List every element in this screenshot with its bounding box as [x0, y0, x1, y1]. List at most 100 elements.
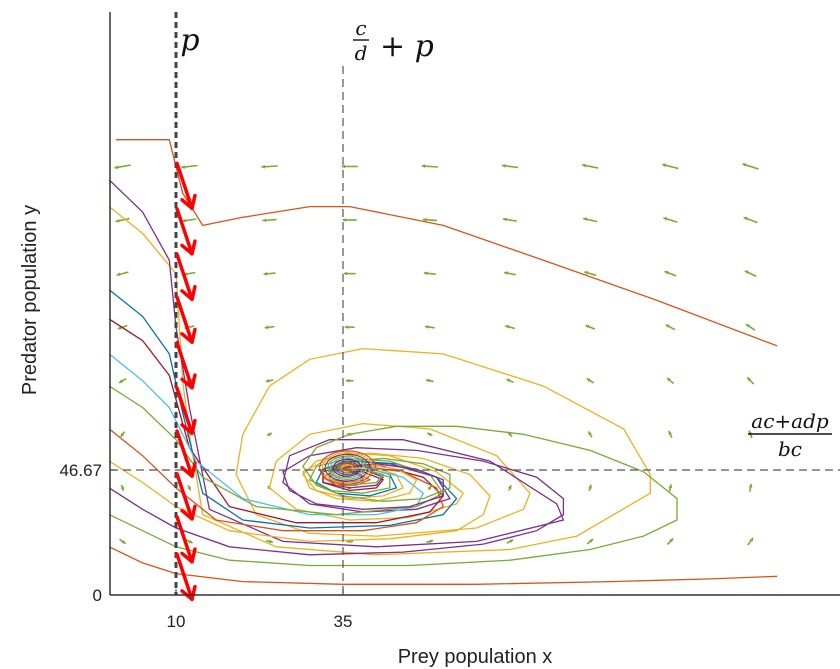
- flow-arrow-head: [422, 217, 427, 222]
- flow-arrow-head: [119, 379, 124, 383]
- flow-arrow-head: [663, 217, 668, 221]
- flow-arrow-head: [121, 540, 126, 544]
- flow-arrow-head: [181, 165, 185, 169]
- red-arrow-head-1: [180, 239, 197, 256]
- red-arrow-shaft-5: [175, 386, 194, 435]
- flow-arrow-head: [745, 324, 750, 328]
- flow-arrow-head: [668, 430, 672, 435]
- label-denominator: bc: [778, 437, 802, 461]
- flow-arrow-head: [262, 218, 267, 223]
- flow-arrow-head: [342, 218, 347, 222]
- flow-arrow-head: [269, 539, 273, 544]
- red-arrow-shaft-0: [175, 161, 194, 210]
- flow-arrow-head: [424, 325, 429, 329]
- trajectory-1: [108, 206, 651, 556]
- flow-arrow-head: [667, 377, 671, 382]
- spiral-loop-5: [332, 458, 362, 477]
- flow-arrow-head: [345, 378, 350, 383]
- flow-arrow-head: [582, 163, 586, 168]
- flow-arrow-head: [585, 324, 590, 329]
- flow-arrow-head: [427, 432, 432, 437]
- trajectory-10: [108, 425, 678, 567]
- label-plus-p: + p: [380, 29, 434, 64]
- flow-arrow-head: [589, 539, 594, 543]
- red-arrow-head-3: [180, 327, 197, 344]
- red-arrow-head-6: [180, 461, 197, 478]
- flow-arrow-head: [120, 486, 125, 491]
- red-arrow-shaft-9: [175, 552, 194, 602]
- boundary-arrows: [175, 161, 197, 602]
- flow-arrow-head: [343, 271, 348, 276]
- flow-arrow-head: [584, 271, 589, 275]
- flow-arrow-head: [664, 270, 669, 275]
- label-numerator: ac+adp: [751, 409, 829, 433]
- red-arrow-head-8: [180, 547, 197, 564]
- trajectory-2: [108, 179, 565, 548]
- spiral-loop-1: [321, 451, 374, 484]
- trajectories: [108, 139, 778, 585]
- axes: 10 35 0 46.67: [59, 12, 840, 631]
- red-arrow-shaft-8: [175, 515, 194, 564]
- flow-arrow-head: [668, 484, 673, 489]
- red-arrow-shaft-7: [175, 472, 194, 521]
- red-arrow-head-4: [180, 373, 197, 390]
- flow-arrow-head: [264, 325, 269, 330]
- label-d-denominator: d: [355, 41, 368, 65]
- y-axis-title: Predator population y: [19, 205, 41, 395]
- flow-arrow-head: [427, 485, 432, 490]
- trajectory-8: [108, 452, 491, 543]
- flow-arrow-head: [187, 486, 191, 491]
- flow-arrow-head: [502, 217, 507, 222]
- spiral-loop-6: [335, 460, 360, 476]
- flow-arrow-head: [662, 163, 667, 168]
- flow-arrow-head: [749, 537, 754, 542]
- flow-arrow-head: [115, 218, 120, 223]
- vector-field: [114, 163, 759, 546]
- red-arrow-shaft-2: [175, 252, 194, 302]
- flow-arrow-head: [116, 272, 121, 277]
- label-c-numerator: c: [355, 16, 366, 40]
- trajectory-0: [115, 139, 778, 347]
- flow-arrow-head: [114, 165, 119, 170]
- vertical-line-label: c d + p: [353, 16, 434, 65]
- spiral-loop-0: [319, 450, 377, 485]
- red-arrow-head-0: [180, 193, 197, 210]
- x-tick-label-0: 10: [167, 612, 186, 631]
- flow-arrow-head: [588, 431, 592, 436]
- flow-arrow-head: [423, 271, 428, 276]
- red-arrow-shaft-6: [175, 429, 194, 478]
- flow-arrow-head: [509, 539, 514, 544]
- flow-arrow-head: [742, 163, 747, 167]
- flow-arrow-head: [743, 216, 748, 221]
- trajectory-3: [108, 289, 458, 529]
- x-tick-label-1: 35: [334, 612, 353, 631]
- flow-arrow-head: [426, 378, 430, 383]
- flow-arrow-head: [747, 377, 752, 382]
- flow-arrow-head: [120, 433, 125, 437]
- flow-arrow-head: [586, 378, 591, 382]
- flow-arrow-head: [665, 324, 670, 329]
- x-axis-title: Prey population x: [398, 646, 553, 668]
- flow-arrow-head: [583, 217, 588, 222]
- flow-arrow-head: [261, 164, 266, 169]
- red-arrow-head-7: [180, 504, 197, 521]
- flow-arrow-head: [341, 164, 346, 169]
- red-arrow-shaft-1: [175, 207, 194, 256]
- flow-arrow-head: [505, 324, 510, 329]
- red-arrow-head-2: [180, 284, 197, 302]
- reference-lines: [110, 12, 840, 595]
- flow-arrow-head: [744, 270, 749, 275]
- y-tick-label-0: 0: [93, 586, 102, 605]
- flow-arrow-head: [344, 325, 349, 330]
- flow-arrow-head: [182, 218, 187, 223]
- red-arrow-shaft-4: [175, 340, 194, 390]
- flow-arrow-head: [501, 163, 506, 168]
- flow-arrow-head: [504, 271, 508, 275]
- flow-arrow-head: [506, 378, 511, 383]
- flow-arrow-head: [421, 164, 426, 169]
- flow-arrow-head: [263, 271, 268, 276]
- spiral-loop-2: [324, 453, 371, 482]
- spiral-loop-7: [338, 462, 357, 474]
